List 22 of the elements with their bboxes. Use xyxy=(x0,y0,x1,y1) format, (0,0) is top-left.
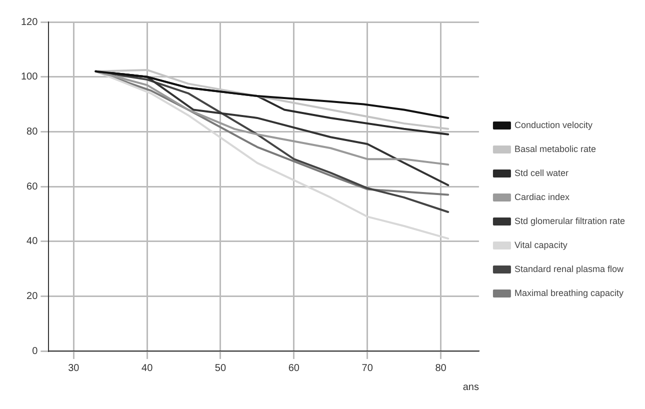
x-tick-label: 50 xyxy=(214,362,226,374)
y-tick-label: 100 xyxy=(20,72,38,83)
y-tick-label: 40 xyxy=(26,236,38,248)
y-tick-label: 0 xyxy=(32,346,38,357)
y-tick-label: 80 xyxy=(26,126,38,138)
legend-label: Conduction velocity xyxy=(514,120,593,130)
x-tick-label: 40 xyxy=(142,362,154,374)
legend-label: Cardiac index xyxy=(514,192,570,202)
legend-label: Std glomerular filtration rate xyxy=(514,216,626,226)
x-tick-label: 30 xyxy=(68,362,80,374)
y-tick-label: 60 xyxy=(26,181,38,192)
x-tick-label: 80 xyxy=(435,362,447,374)
legend-label: Standard renal plasma flow xyxy=(514,264,624,274)
y-tick-label: 20 xyxy=(26,290,38,302)
legend-label: Maximal breathing capacity xyxy=(514,288,624,298)
legend-label: Std cell water xyxy=(514,168,568,178)
legend-label: Vital capacity xyxy=(514,240,568,250)
x-tick-label: 60 xyxy=(288,362,300,374)
legend-label: Basal metabolic rate xyxy=(514,144,596,154)
x-tick-label: 70 xyxy=(362,362,374,374)
x-axis-title: ans xyxy=(462,382,479,393)
y-tick-label: 120 xyxy=(20,16,38,28)
